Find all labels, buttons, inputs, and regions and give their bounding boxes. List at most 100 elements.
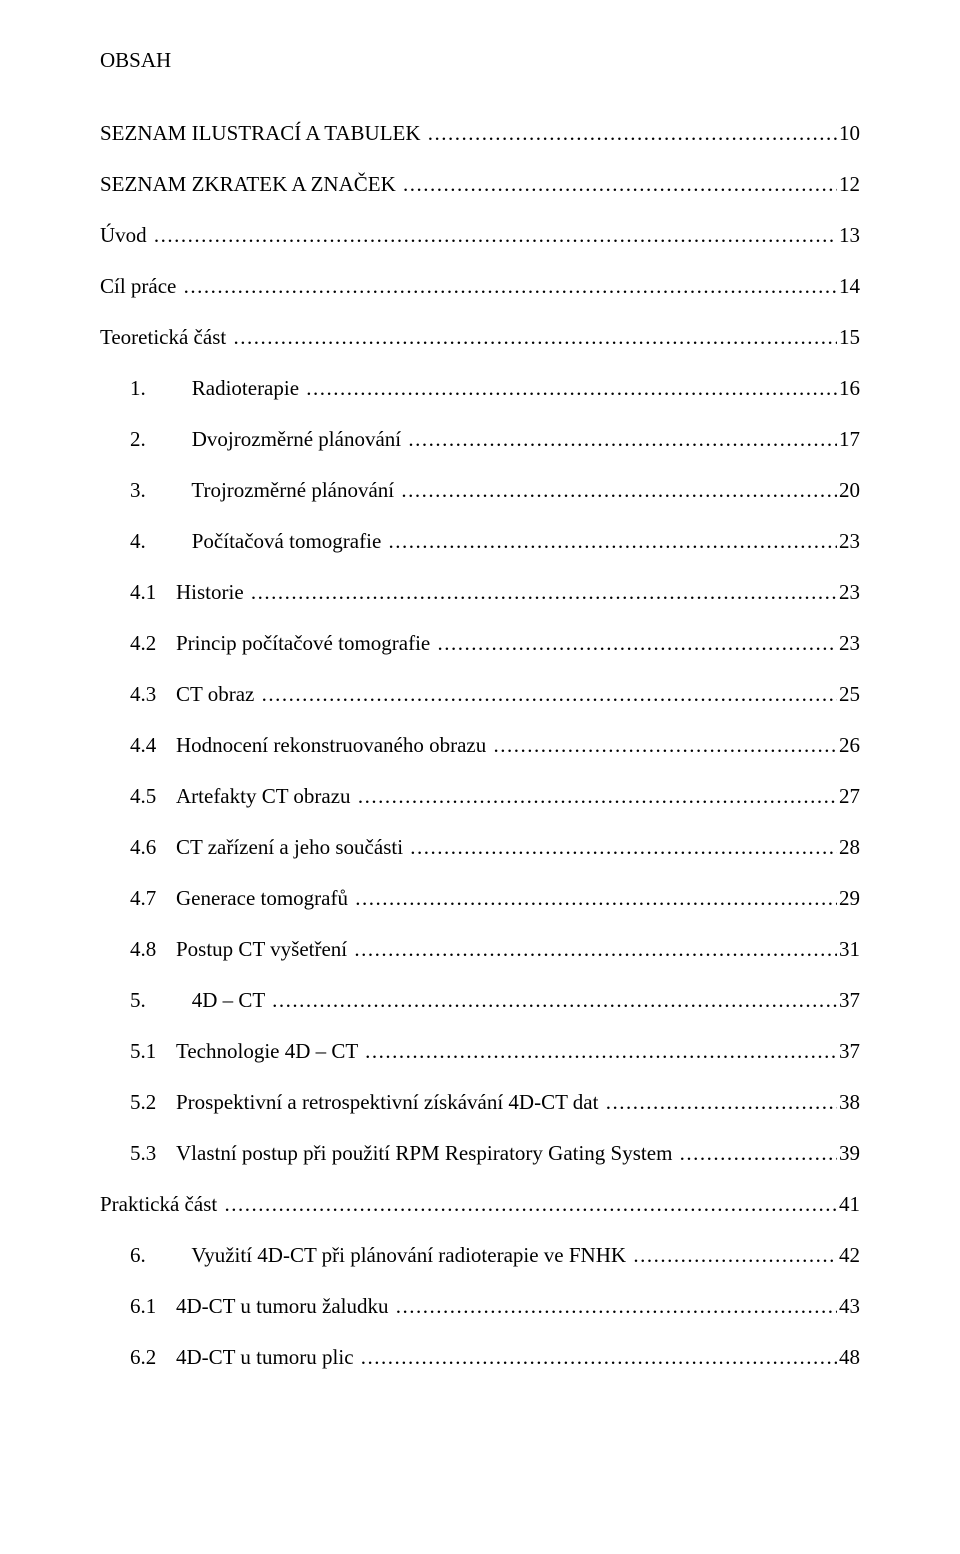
toc-entry: Úvod 13 bbox=[100, 223, 860, 248]
page-title: OBSAH bbox=[100, 48, 860, 73]
toc-entry-page: 14 bbox=[839, 274, 860, 299]
toc-entry-label: Dvojrozměrné plánování bbox=[176, 427, 406, 452]
toc-entry-label: Artefakty CT obrazu bbox=[176, 784, 356, 809]
toc-leader-dots bbox=[272, 988, 837, 1013]
toc-entry: 4.4Hodnocení rekonstruovaného obrazu 26 bbox=[100, 733, 860, 758]
toc-entry: 5. 4D – CT 37 bbox=[100, 988, 860, 1013]
toc-entry-label: Vlastní postup při použití RPM Respirato… bbox=[176, 1141, 678, 1166]
toc-leader-dots bbox=[358, 784, 837, 809]
toc-entry-label: Praktická část bbox=[100, 1192, 222, 1217]
toc-entry-label: Využití 4D-CT při plánování radioterapie… bbox=[176, 1243, 631, 1268]
toc-entry: 6.14D-CT u tumoru žaludku 43 bbox=[100, 1294, 860, 1319]
toc-leader-dots bbox=[680, 1141, 837, 1166]
toc-entry: 4.7Generace tomografů 29 bbox=[100, 886, 860, 911]
toc-entry-page: 42 bbox=[839, 1243, 860, 1268]
toc-entry-label: Trojrozměrné plánování bbox=[176, 478, 399, 503]
toc-leader-dots bbox=[354, 937, 837, 962]
toc-entry-number: 6.2 bbox=[130, 1345, 176, 1370]
toc-entry-number: 2. bbox=[130, 427, 176, 452]
toc-leader-dots bbox=[355, 886, 837, 911]
toc-leader-dots bbox=[251, 580, 837, 605]
toc-leader-dots bbox=[365, 1039, 837, 1064]
toc-leader-dots bbox=[428, 121, 837, 146]
toc-entry-label: Počítačová tomografie bbox=[176, 529, 387, 554]
toc-leader-dots bbox=[403, 172, 837, 197]
toc-entry-label: CT zařízení a jeho součásti bbox=[176, 835, 408, 860]
toc-entry-number: 4.8 bbox=[130, 937, 176, 962]
toc-leader-dots bbox=[262, 682, 837, 707]
toc-entry-page: 17 bbox=[839, 427, 860, 452]
toc-entry-number: 5. bbox=[130, 988, 176, 1013]
toc-entry: 5.3Vlastní postup při použití RPM Respir… bbox=[100, 1141, 860, 1166]
toc-container: SEZNAM ILUSTRACÍ A TABULEK 10SEZNAM ZKRA… bbox=[100, 121, 860, 1370]
toc-entry-number: 6.1 bbox=[130, 1294, 176, 1319]
toc-entry-page: 12 bbox=[839, 172, 860, 197]
toc-entry-number: 4.1 bbox=[130, 580, 176, 605]
toc-entry-number: 1. bbox=[130, 376, 176, 401]
toc-entry-page: 41 bbox=[839, 1192, 860, 1217]
toc-entry-label: Historie bbox=[176, 580, 249, 605]
toc-entry: 1. Radioterapie 16 bbox=[100, 376, 860, 401]
toc-leader-dots bbox=[361, 1345, 837, 1370]
toc-entry-page: 20 bbox=[839, 478, 860, 503]
toc-entry-label: Teoretická část bbox=[100, 325, 231, 350]
toc-entry-number: 4.3 bbox=[130, 682, 176, 707]
toc-leader-dots bbox=[233, 325, 837, 350]
toc-leader-dots bbox=[154, 223, 837, 248]
toc-entry: SEZNAM ZKRATEK A ZNAČEK 12 bbox=[100, 172, 860, 197]
toc-entry: 6. Využití 4D-CT při plánování radiotera… bbox=[100, 1243, 860, 1268]
toc-entry-page: 39 bbox=[839, 1141, 860, 1166]
toc-entry: 4.2Princip počítačové tomografie 23 bbox=[100, 631, 860, 656]
toc-entry-page: 38 bbox=[839, 1090, 860, 1115]
toc-entry-label: Radioterapie bbox=[176, 376, 304, 401]
toc-entry-number: 4.5 bbox=[130, 784, 176, 809]
toc-entry-label: Cíl práce bbox=[100, 274, 182, 299]
toc-leader-dots bbox=[184, 274, 837, 299]
toc-entry-number: 4.7 bbox=[130, 886, 176, 911]
toc-entry-page: 23 bbox=[839, 631, 860, 656]
toc-entry-page: 15 bbox=[839, 325, 860, 350]
toc-leader-dots bbox=[224, 1192, 837, 1217]
toc-leader-dots bbox=[396, 1294, 837, 1319]
toc-leader-dots bbox=[306, 376, 837, 401]
toc-entry-page: 43 bbox=[839, 1294, 860, 1319]
toc-entry: 3. Trojrozměrné plánování 20 bbox=[100, 478, 860, 503]
toc-entry-label: SEZNAM ILUSTRACÍ A TABULEK bbox=[100, 121, 426, 146]
toc-entry-page: 37 bbox=[839, 1039, 860, 1064]
toc-entry-number: 4.2 bbox=[130, 631, 176, 656]
toc-entry-page: 23 bbox=[839, 580, 860, 605]
toc-entry-page: 29 bbox=[839, 886, 860, 911]
toc-entry-label: Postup CT vyšetření bbox=[176, 937, 352, 962]
toc-entry-label: CT obraz bbox=[176, 682, 260, 707]
toc-entry-label: 4D – CT bbox=[176, 988, 270, 1013]
toc-entry-page: 25 bbox=[839, 682, 860, 707]
toc-entry-number: 4.6 bbox=[130, 835, 176, 860]
toc-entry-page: 31 bbox=[839, 937, 860, 962]
toc-leader-dots bbox=[633, 1243, 837, 1268]
toc-entry: 5.2Prospektivní a retrospektivní získává… bbox=[100, 1090, 860, 1115]
toc-entry-label: 4D-CT u tumoru žaludku bbox=[176, 1294, 394, 1319]
toc-entry: 4.1Historie 23 bbox=[100, 580, 860, 605]
toc-entry-page: 26 bbox=[839, 733, 860, 758]
toc-leader-dots bbox=[438, 631, 838, 656]
toc-entry: Teoretická část 15 bbox=[100, 325, 860, 350]
toc-entry-page: 23 bbox=[839, 529, 860, 554]
toc-entry: 6.24D-CT u tumoru plic 48 bbox=[100, 1345, 860, 1370]
toc-entry-label: Úvod bbox=[100, 223, 152, 248]
toc-entry-label: 4D-CT u tumoru plic bbox=[176, 1345, 359, 1370]
toc-entry-label: Technologie 4D – CT bbox=[176, 1039, 363, 1064]
toc-leader-dots bbox=[389, 529, 837, 554]
toc-entry-label: Prospektivní a retrospektivní získávání … bbox=[176, 1090, 604, 1115]
toc-leader-dots bbox=[401, 478, 837, 503]
toc-entry: 4.5Artefakty CT obrazu 27 bbox=[100, 784, 860, 809]
toc-entry-number: 4. bbox=[130, 529, 176, 554]
toc-entry-number: 5.2 bbox=[130, 1090, 176, 1115]
toc-entry: Praktická část 41 bbox=[100, 1192, 860, 1217]
toc-leader-dots bbox=[408, 427, 837, 452]
document-page: OBSAH SEZNAM ILUSTRACÍ A TABULEK 10SEZNA… bbox=[0, 0, 960, 1554]
toc-entry-page: 13 bbox=[839, 223, 860, 248]
toc-leader-dots bbox=[493, 733, 837, 758]
toc-entry: 4.8Postup CT vyšetření 31 bbox=[100, 937, 860, 962]
toc-entry: 2. Dvojrozměrné plánování 17 bbox=[100, 427, 860, 452]
toc-entry-number: 4.4 bbox=[130, 733, 176, 758]
